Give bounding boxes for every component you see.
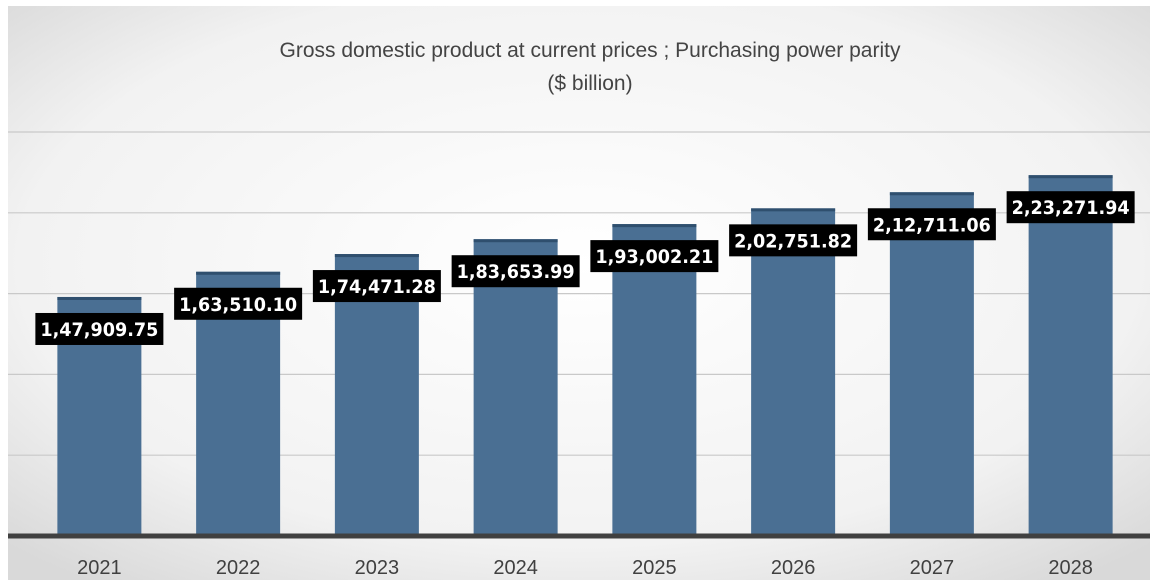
data-label: 2,12,711.06 — [867, 208, 996, 241]
data-label-value: 1,74,471.28 — [318, 276, 436, 298]
data-label: 1,63,510.10 — [174, 287, 303, 320]
x-tick-label: 2027 — [910, 557, 955, 579]
x-tick-label: 2028 — [1048, 557, 1093, 579]
x-axis-tick-labels: 2021 2022 2023 2024 2025 2026 2027 2028 — [77, 557, 1093, 579]
bar-2027 — [889, 192, 974, 537]
chart-subtitle: ($ billion) — [547, 72, 632, 95]
data-label: 1,93,002.21 — [590, 240, 719, 273]
bar-top-edge — [334, 254, 419, 258]
bar-2028 — [1028, 175, 1113, 536]
data-label-value: 1,63,510.10 — [179, 294, 297, 316]
data-label-background — [590, 240, 719, 273]
data-label-value: 1,83,653.99 — [457, 261, 575, 283]
data-label-value: 2,23,271.94 — [1012, 197, 1130, 219]
x-tick-label: 2023 — [355, 557, 400, 579]
data-label-value: 2,12,711.06 — [873, 214, 991, 236]
bar-top-edge — [889, 192, 974, 196]
bar-top-edge — [751, 208, 836, 212]
data-label-background — [451, 255, 580, 288]
data-label: 1,47,909.75 — [35, 312, 164, 345]
bar-2025 — [612, 224, 697, 536]
data-label: 2,02,751.82 — [729, 224, 858, 257]
data-label-background — [35, 312, 164, 345]
chart-title: Gross domestic product at current prices… — [280, 39, 901, 62]
data-label-value: 1,93,002.21 — [595, 246, 713, 268]
data-labels: 1,47,909.75 1,63,510.10 1,74,471.28 1,83,65… — [35, 191, 1135, 345]
x-tick-label: 2021 — [77, 557, 122, 579]
bar-top-edge — [473, 239, 558, 243]
bar-2024 — [473, 239, 558, 536]
data-label: 1,74,471.28 — [312, 270, 441, 303]
x-tick-label: 2026 — [771, 557, 816, 579]
bar-2026 — [751, 208, 836, 536]
x-tick-label: 2025 — [632, 557, 677, 579]
data-label-background — [174, 287, 303, 320]
x-tick-label: 2022 — [216, 557, 261, 579]
data-label-value: 1,47,909.75 — [40, 319, 158, 341]
data-label: 1,83,653.99 — [451, 255, 580, 288]
data-label-background — [729, 224, 858, 257]
bar-top-edge — [57, 296, 142, 300]
data-label: 2,23,271.94 — [1006, 191, 1135, 224]
bar-top-edge — [196, 271, 281, 275]
data-label-value: 2,02,751.82 — [734, 230, 852, 252]
data-label-background — [312, 270, 441, 303]
data-label-background — [1006, 191, 1135, 224]
data-label-background — [867, 208, 996, 241]
x-tick-label: 2024 — [493, 557, 538, 579]
bar-top-edge — [1028, 175, 1113, 179]
bar-top-edge — [612, 224, 697, 228]
